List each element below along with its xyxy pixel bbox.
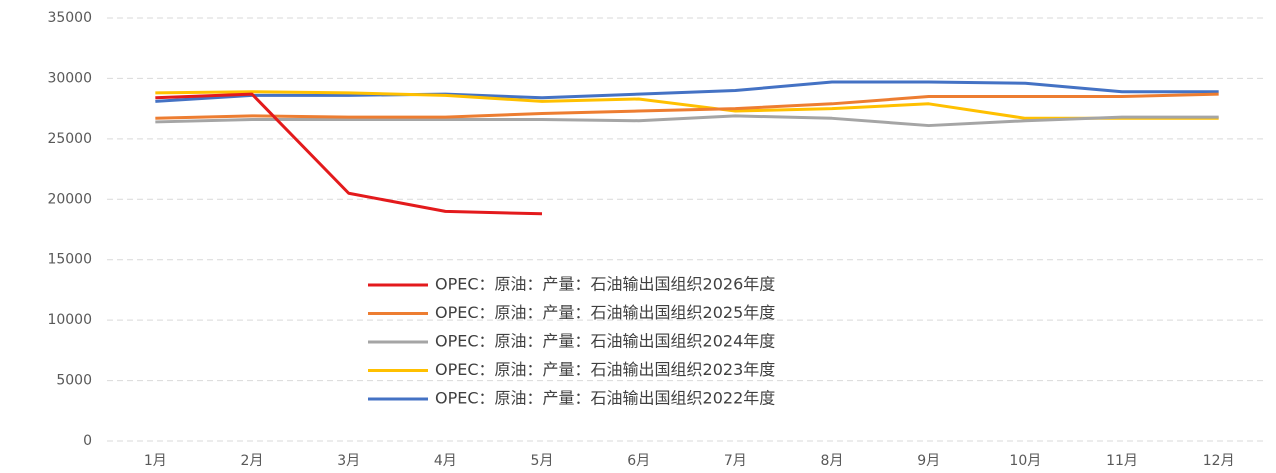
y-tick-label: 20000 bbox=[47, 191, 92, 207]
series-line bbox=[155, 90, 1219, 120]
legend-label: OPEC：原油：产量：石油输出国组织2023年度 bbox=[435, 360, 775, 379]
y-tick-label: 10000 bbox=[47, 312, 92, 328]
x-tick-label: 2月 bbox=[241, 453, 264, 469]
x-tick-label: 11月 bbox=[1106, 453, 1138, 469]
x-tick-label: 5月 bbox=[531, 453, 554, 469]
y-tick-label: 30000 bbox=[47, 70, 92, 86]
series-line bbox=[155, 92, 543, 216]
series-line bbox=[155, 92, 1219, 120]
x-tick-label: 8月 bbox=[821, 453, 844, 469]
x-tick-label: 3月 bbox=[337, 453, 360, 469]
series-line bbox=[155, 80, 1219, 103]
x-tick-label: 6月 bbox=[627, 453, 650, 469]
legend-label: OPEC：原油：产量：石油输出国组织2022年度 bbox=[435, 389, 775, 408]
y-tick-label: 0 bbox=[83, 433, 92, 449]
x-tick-label: 7月 bbox=[724, 453, 747, 469]
x-tick-label: 12月 bbox=[1203, 453, 1235, 469]
y-tick-label: 25000 bbox=[47, 131, 92, 147]
x-tick-label: 9月 bbox=[917, 453, 940, 469]
legend-label: OPEC：原油：产量：石油输出国组织2026年度 bbox=[435, 275, 775, 294]
y-tick-label: 35000 bbox=[47, 10, 92, 26]
series-line bbox=[155, 114, 1219, 128]
legend-label: OPEC：原油：产量：石油输出国组织2025年度 bbox=[435, 303, 775, 322]
x-tick-label: 4月 bbox=[434, 453, 457, 469]
legend: OPEC：原油：产量：石油输出国组织2026年度 OPEC：原油：产量：石油输出国… bbox=[368, 275, 775, 408]
y-tick-label: 5000 bbox=[56, 373, 92, 389]
legend-label: OPEC：原油：产量：石油输出国组织2024年度 bbox=[435, 332, 775, 351]
x-tick-label: 10月 bbox=[1009, 453, 1041, 469]
y-tick-label: 15000 bbox=[47, 252, 92, 268]
x-tick-label: 1月 bbox=[144, 453, 167, 469]
